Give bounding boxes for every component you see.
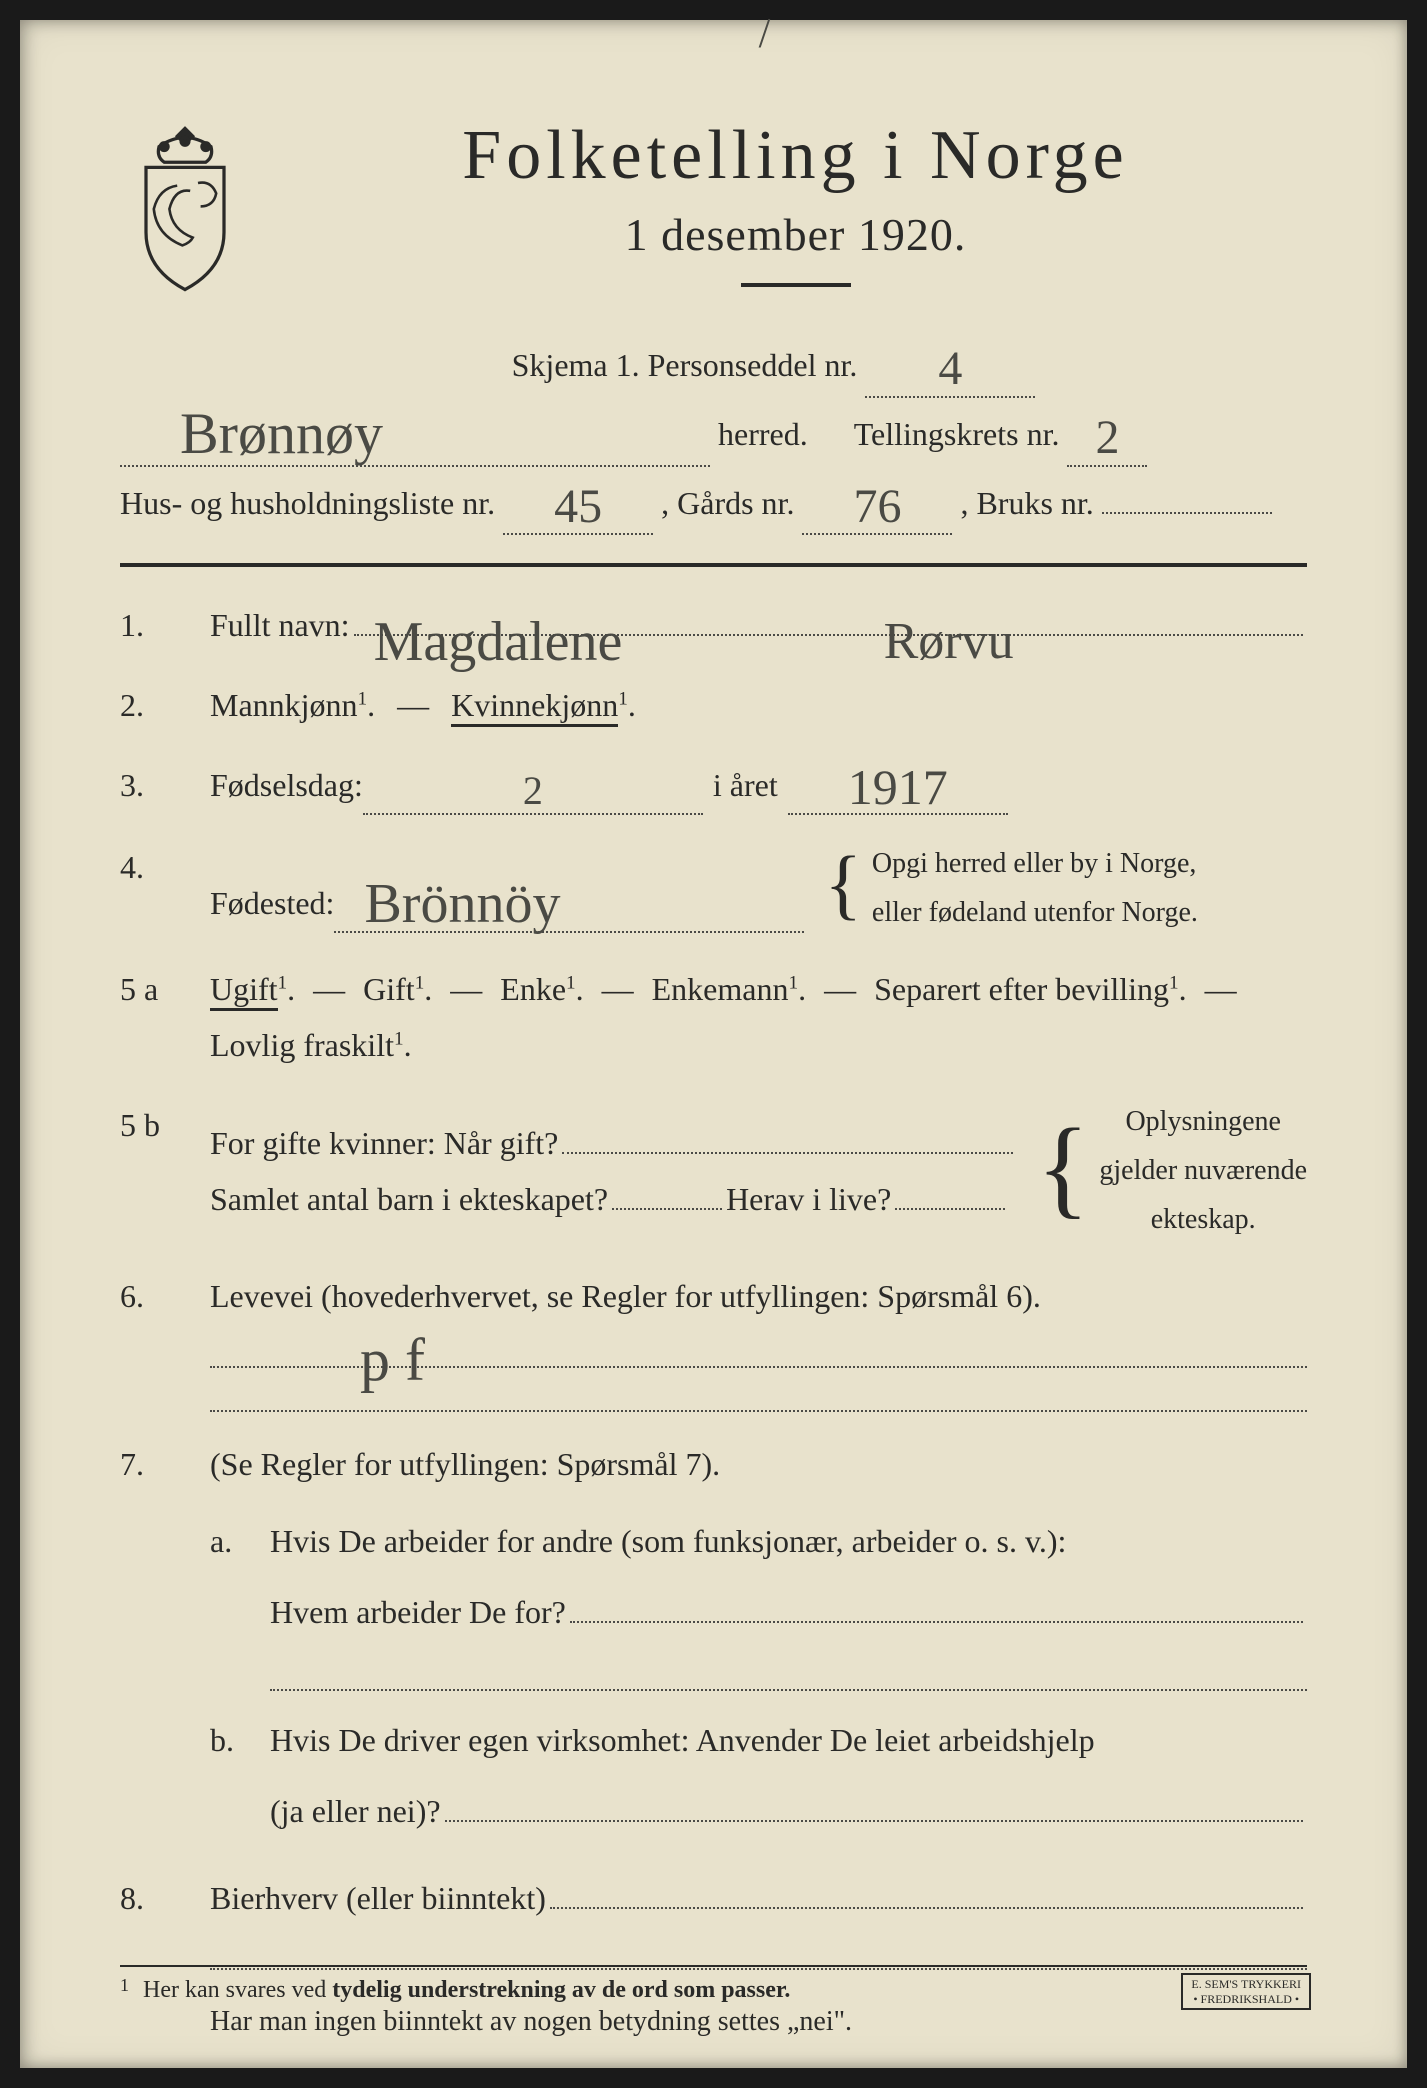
q3-label: Fødselsdag: (210, 757, 363, 813)
gards-value: 76 (853, 480, 901, 533)
q5a-marital: 5 a Ugift1. — Gift1. — Enke1. — Enkemann… (120, 961, 1307, 1073)
q5a-ugift: Ugift1. (210, 971, 295, 1007)
hint-line: Har man ingen biinntekt av nogen betydni… (120, 2006, 1307, 2038)
q2-sex: 2. Mannkjønn1. — Kvinnekjønn1. (120, 677, 1307, 733)
q5b-note: Oplysningene gjelder nuværende ekteskap. (1099, 1097, 1307, 1244)
q6-value: p f (360, 1342, 425, 1378)
q6-num: 6. (120, 1268, 190, 1324)
q5a-enkemann: Enkemann1. (652, 971, 806, 1007)
census-form-page: Folketelling i Norge 1 desember 1920. Sk… (20, 20, 1407, 2068)
bruks-label: , Bruks nr. (960, 473, 1093, 534)
q1-num: 1. (120, 597, 190, 653)
printer-stamp: E. SEM'S TRYKKERI • FREDRIKSHALD • (1181, 1973, 1311, 2010)
question-list: 1. Fullt navn: Magdalene Rørvu 2. Mannkj… (120, 597, 1307, 2038)
q6-label: Levevei (hovederhvervet, se Regler for u… (210, 1278, 1041, 1314)
q7b: b. Hvis De driver egen virksomhet: Anven… (210, 1705, 1307, 1846)
q5a-enke: Enke1. (500, 971, 583, 1007)
q5b-alive: Herav i live? (726, 1171, 891, 1227)
tellingskrets-value: 2 (1095, 411, 1119, 464)
husliste-label: Hus- og husholdningsliste nr. (120, 473, 495, 534)
q8-secondary-income: 8. Bierhverv (eller biinntekt) (120, 1870, 1307, 1970)
q3-year: 1917 (848, 759, 948, 815)
q4-birthplace: 4. Fødested: Brönnöy { Opgi herred eller… (120, 839, 1307, 937)
personseddel-label: Personseddel nr. (648, 335, 858, 396)
q4-note: Opgi herred eller by i Norge, eller føde… (872, 839, 1198, 937)
q7b-line1: Hvis De driver egen virksomhet: Anvender… (270, 1722, 1095, 1758)
printer-line1: E. SEM'S TRYKKERI (1191, 1977, 1301, 1991)
q4-value: Brönnöy (364, 873, 560, 935)
q7a: a. Hvis De arbeider for andre (som funks… (210, 1506, 1307, 1691)
q7a-letter: a. (210, 1506, 232, 1576)
q4-num: 4. (120, 839, 190, 895)
title-block: Folketelling i Norge 1 desember 1920. (284, 110, 1307, 317)
q5a-num: 5 a (120, 961, 190, 1017)
coat-of-arms-icon (120, 118, 250, 300)
q7b-line2: (ja eller nei)? (270, 1776, 441, 1846)
footnote-num: 1 (120, 1975, 129, 1996)
q1-firstname: Magdalene (374, 626, 623, 660)
q7-employer: 7. (Se Regler for utfyllingen: Spørsmål … (120, 1436, 1307, 1846)
printer-line2: • FREDRIKSHALD • (1191, 1992, 1301, 2006)
q7-num: 7. (120, 1436, 190, 1492)
q5b-married-women: 5 b For gifte kvinner: Når gift? Samlet … (120, 1097, 1307, 1244)
q1-lastname: Rørvu (884, 626, 1014, 657)
q6-occupation: 6. Levevei (hovederhvervet, se Regler fo… (120, 1268, 1307, 1412)
q8-num: 8. (120, 1870, 190, 1926)
q3-num: 3. (120, 757, 190, 813)
tellingskrets-label: Tellingskrets nr. (854, 404, 1060, 465)
personseddel-value: 4 (938, 342, 962, 395)
q5a-separert: Separert efter bevilling1. (874, 971, 1187, 1007)
footnote-text: Her kan svares ved tydelig understreknin… (143, 1977, 790, 2004)
q7-label: (Se Regler for utfyllingen: Spørsmål 7). (210, 1446, 720, 1482)
q2-male: Mannkjønn1. (210, 687, 375, 723)
title-divider (741, 283, 851, 287)
q7b-letter: b. (210, 1705, 234, 1775)
q5a-fraskilt: Lovlig fraskilt1. (210, 1027, 412, 1063)
footnote: 1 Her kan svares ved tydelig understrekn… (120, 1965, 1307, 2004)
q3-birthdate: 3. Fødselsdag: 2 i året 1917 (120, 757, 1307, 815)
q7a-line1: Hvis De arbeider for andre (som funksjon… (270, 1523, 1066, 1559)
q5b-num: 5 b (120, 1097, 190, 1153)
section-divider (120, 563, 1307, 567)
q2-num: 2. (120, 677, 190, 733)
q7a-line2: Hvem arbeider De for? (270, 1577, 566, 1647)
herred-label: herred. (718, 404, 808, 465)
q1-name: 1. Fullt navn: Magdalene Rørvu (120, 597, 1307, 653)
q2-female: Kvinnekjønn1. (451, 687, 636, 723)
q3-sep: i året (713, 757, 778, 813)
herred-value: Brønnøy (180, 401, 383, 466)
q5b-children: Samlet antal barn i ekteskapet? (210, 1171, 608, 1227)
q1-label: Fullt navn: (210, 597, 350, 653)
skjema-slash-icon: / (759, 22, 771, 47)
title-main: Folketelling i Norge (284, 116, 1307, 196)
q5a-gift: Gift1. (363, 971, 432, 1007)
skjema-label: Skjema 1. (512, 335, 640, 396)
husliste-value: 45 (554, 480, 602, 533)
title-date: 1 desember 1920. (284, 208, 1307, 261)
q3-daymonth: 2 (523, 768, 543, 813)
q5b-when-married: For gifte kvinner: Når gift? (210, 1115, 558, 1171)
q4-label: Fødested: (210, 875, 334, 931)
q8-label: Bierhverv (eller biinntekt) (210, 1870, 546, 1926)
gards-label: , Gårds nr. (661, 473, 794, 534)
form-meta: Skjema 1. / Personseddel nr. 4 Brønnøy h… (120, 335, 1307, 535)
header: Folketelling i Norge 1 desember 1920. (120, 110, 1307, 317)
